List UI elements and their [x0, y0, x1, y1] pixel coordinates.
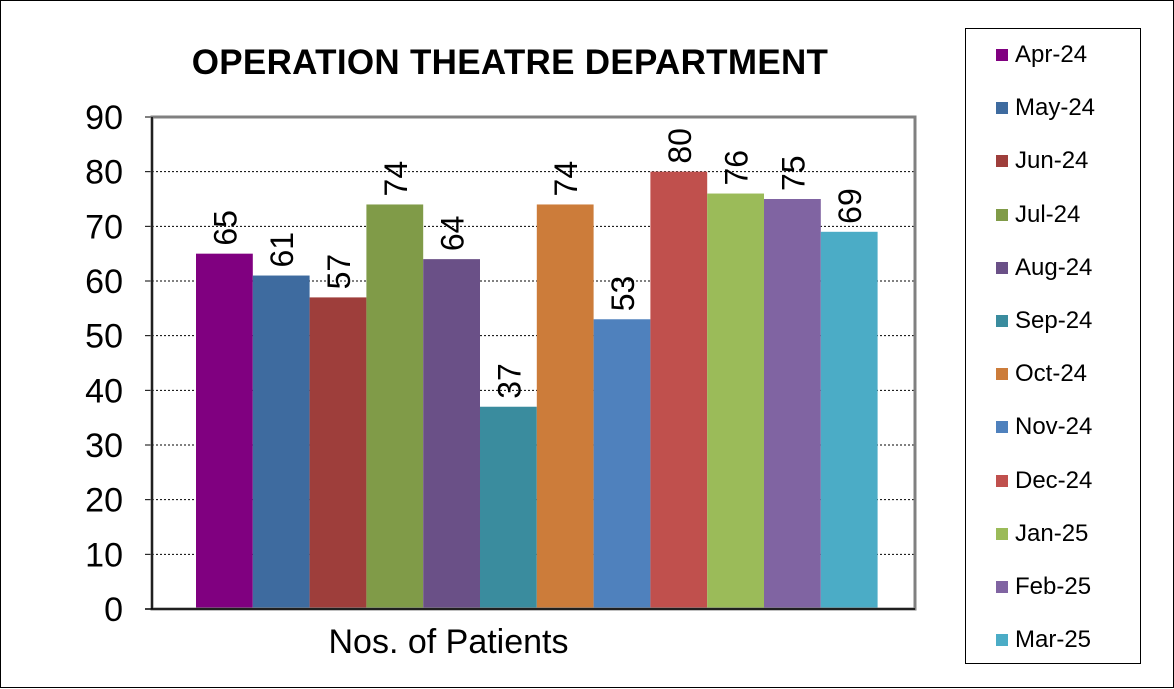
bar-may-24 [252, 275, 310, 609]
legend-item: May-24 [996, 93, 1095, 123]
legend-swatch [996, 368, 1008, 381]
data-label: 76 [719, 150, 755, 186]
legend-swatch [996, 315, 1008, 327]
legend-label: Aug-24 [1015, 253, 1093, 281]
legend-item: Aug-24 [996, 253, 1092, 283]
y-tick-label: 70 [85, 208, 123, 246]
legend-item: Oct-24 [996, 359, 1087, 389]
legend-swatch [996, 261, 1008, 274]
legend-label: Nov-24 [1015, 413, 1093, 441]
legend-label: Feb-25 [1015, 573, 1092, 600]
data-label: 37 [491, 363, 527, 399]
bar-chart: 0 10 20 30 40 50 60 70 80 90 65 61 57 74 64 37 74 53 80 76 7… [85, 99, 917, 661]
bar-apr-24 [196, 253, 253, 609]
legend-item: Dec-24 [996, 466, 1092, 496]
data-label: 65 [207, 210, 243, 246]
legend-item: Jan-25 [996, 519, 1088, 549]
bar-feb-25 [764, 199, 821, 609]
legend-item: Nov-24 [996, 412, 1092, 442]
y-tick-label: 20 [85, 482, 123, 520]
data-label: 74 [378, 161, 414, 197]
y-tick-label: 60 [85, 263, 123, 301]
y-tick-label: 0 [104, 591, 123, 629]
bar-mar-25 [820, 231, 878, 610]
legend-label: Jul-24 [1015, 200, 1081, 228]
y-tick-label: 40 [85, 372, 123, 410]
data-label: 57 [321, 254, 357, 290]
legend-swatch [996, 421, 1008, 434]
data-label: 75 [775, 155, 811, 191]
data-label: 53 [605, 276, 641, 312]
legend-item: Sep-24 [996, 306, 1092, 336]
data-label: 80 [662, 128, 698, 164]
legend-label: May-24 [1015, 94, 1096, 122]
data-label: 61 [264, 232, 300, 268]
legend-item: Apr-24 [996, 40, 1087, 70]
legend-swatch [996, 49, 1008, 61]
bar-aug-24 [423, 259, 480, 609]
y-tick-label: 30 [85, 427, 123, 465]
legend-label: Apr-24 [1015, 41, 1088, 68]
bar-jul-24 [366, 204, 424, 609]
legend-item: Jun-24 [996, 146, 1088, 176]
legend-label: Jan-25 [1015, 519, 1089, 547]
legend-label: Jun-24 [1015, 147, 1089, 175]
y-tick-label: 50 [85, 318, 123, 356]
legend-label: Sep-24 [1015, 307, 1093, 334]
y-tick-label: 10 [85, 536, 123, 574]
bar-dec-24 [650, 171, 708, 609]
legend-swatch [996, 581, 1008, 593]
bar-jun-24 [309, 297, 367, 609]
legend-swatch [996, 155, 1008, 168]
legend-label: Mar-25 [1015, 626, 1092, 654]
legend-label: Dec-24 [1015, 466, 1093, 494]
bar-sep-24 [480, 406, 537, 609]
chart-title: OPERATION THEATRE DEPARTMENT [191, 43, 829, 82]
data-label: 69 [832, 188, 868, 224]
bar-nov-24 [593, 319, 651, 609]
y-tick-label: 80 [85, 154, 123, 192]
legend-item: Feb-25 [996, 572, 1091, 602]
data-label: 64 [435, 216, 471, 252]
x-category-label: Nos. of Patients [328, 623, 568, 661]
legend-swatch [996, 634, 1008, 647]
chart-legend: Apr-24 May-24 Jun-24 Jul-24 Aug-24 Sep-24 Oct-… [965, 28, 1141, 664]
data-label: 74 [548, 161, 584, 197]
legend-swatch [996, 474, 1008, 487]
bar-jan-25 [707, 193, 764, 610]
legend-swatch [996, 208, 1008, 221]
legend-swatch [996, 102, 1008, 115]
legend-item: Mar-25 [996, 625, 1091, 655]
legend-swatch [996, 527, 1008, 540]
legend-item: Jul-24 [996, 200, 1080, 230]
bar-oct-24 [536, 204, 594, 609]
y-tick-label: 90 [85, 99, 123, 137]
legend-label: Oct-24 [1015, 360, 1088, 388]
